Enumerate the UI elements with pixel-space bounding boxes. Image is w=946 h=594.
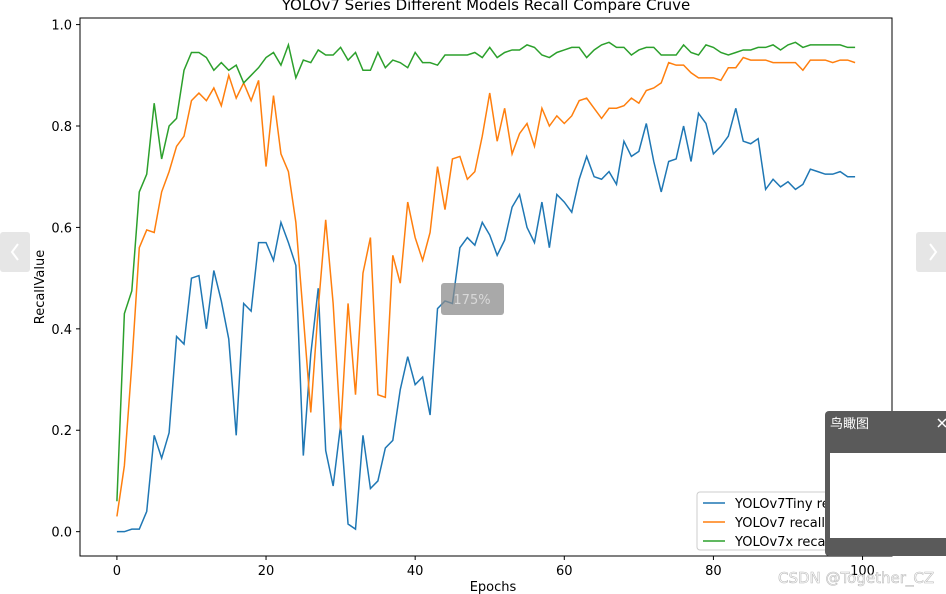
overview-title: 鸟瞰图 [830,416,869,432]
series-line [116,56,856,517]
series-line [116,41,856,502]
overview-thumbnail[interactable] [830,453,946,538]
zoom-label: 175% [453,293,490,308]
y-tick-label: 0.8 [51,120,72,135]
watermark: CSDN @Together_CZ [778,569,934,588]
prev-button[interactable] [0,232,30,272]
plot-frame [79,17,893,557]
next-button[interactable] [916,232,946,272]
x-tick-label: 20 [258,564,275,579]
zoom-badge [441,283,504,315]
y-tick-label: 0.0 [51,526,72,541]
close-button[interactable] [937,418,946,428]
next-icon [929,243,938,261]
y-tick-label: 1.0 [51,19,72,34]
series-line [116,108,856,533]
x-tick-label: 100 [850,564,875,579]
overview-panel: 鸟瞰图 [825,411,946,556]
x-axis-label: Epochs [470,580,517,594]
x-tick-label: 40 [407,564,424,579]
y-tick-label: 0.6 [51,221,72,236]
chart-title: YOLOv7 Series Different Models Recall Co… [281,0,691,14]
y-tick-label: 0.2 [51,424,72,439]
x-tick-label: 0 [113,564,121,579]
y-axis-label: RecallValue [33,250,48,324]
y-tick-label: 0.4 [51,323,72,338]
prev-icon [10,243,19,261]
x-tick-label: 60 [556,564,573,579]
x-tick-label: 80 [705,564,722,579]
